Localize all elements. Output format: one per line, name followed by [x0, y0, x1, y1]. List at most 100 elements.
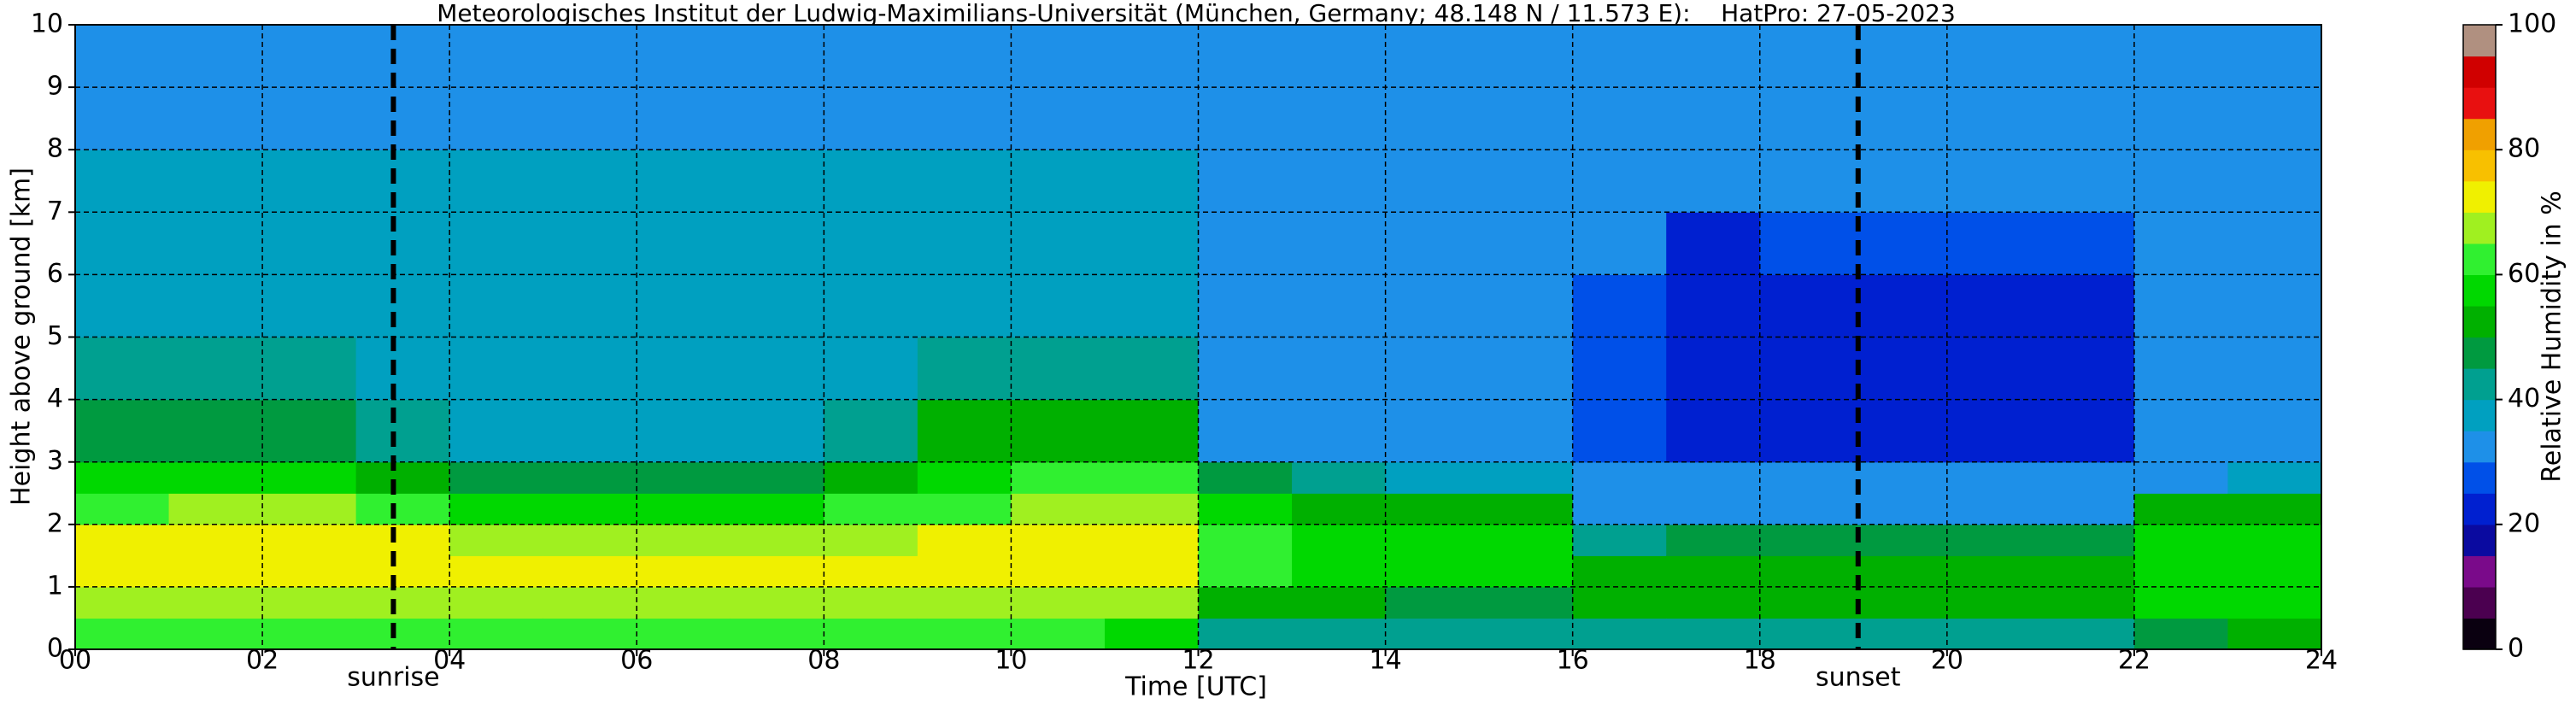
y-tick-label: 9	[47, 72, 63, 102]
heatmap-cell	[449, 555, 544, 588]
heatmap-cell	[75, 150, 170, 213]
heatmap-cell	[262, 461, 357, 494]
heatmap-cell	[637, 555, 731, 588]
heatmap-cell	[917, 461, 1012, 494]
heatmap-cell	[1853, 524, 1948, 556]
heatmap-cell	[1946, 618, 2041, 650]
heatmap-cell	[262, 274, 357, 338]
heatmap-cell	[2040, 399, 2135, 463]
heatmap-cell	[730, 87, 824, 150]
heatmap-cell	[2040, 87, 2135, 150]
heatmap-cell	[2133, 274, 2229, 338]
heatmap-cell	[917, 25, 1012, 88]
heatmap-cell	[2227, 87, 2322, 150]
heatmap-cell	[730, 461, 824, 494]
colorbar-swatch	[2463, 337, 2496, 369]
heatmap-cell	[730, 618, 824, 650]
heatmap-cell	[1198, 399, 1293, 463]
heatmap-cell	[1479, 25, 1574, 88]
heatmap-cell	[1759, 399, 1854, 463]
heatmap-cell	[543, 274, 637, 338]
heatmap-cell	[449, 524, 544, 556]
heatmap-cell	[1104, 493, 1200, 525]
x-tick-label: 02	[246, 646, 279, 676]
heatmap-cell	[543, 337, 637, 401]
x-tick-label: 20	[1931, 646, 1963, 676]
heatmap-cell	[1853, 212, 1948, 275]
heatmap-cell	[1479, 337, 1574, 401]
heatmap-cell	[1946, 212, 2041, 275]
heatmap-cell	[1572, 274, 1667, 338]
heatmap-cell	[168, 399, 263, 463]
heatmap-cell	[262, 87, 357, 150]
heatmap-cell	[824, 586, 918, 619]
heatmap-cell	[917, 150, 1012, 213]
colorbar-swatch	[2463, 555, 2496, 588]
colorbar-swatch	[2463, 305, 2496, 338]
heatmap-cell	[1572, 555, 1667, 588]
heatmap-cell	[2040, 274, 2135, 338]
heatmap-cell	[2133, 524, 2229, 556]
heatmap-cell	[2227, 337, 2322, 401]
heatmap-cell	[1385, 150, 1480, 213]
heatmap-cell	[75, 337, 170, 401]
heatmap-cell	[1666, 150, 1761, 213]
heatmap-cell	[2133, 461, 2229, 494]
heatmap-cell	[730, 25, 824, 88]
heatmap-cell	[2227, 25, 2322, 88]
heatmap-cell	[1292, 461, 1387, 494]
heatmap-cell	[917, 555, 1012, 588]
heatmap-cell	[917, 212, 1012, 275]
heatmap-cell	[1666, 618, 1761, 650]
heatmap-cell	[1385, 586, 1480, 619]
heatmap-cell	[168, 87, 263, 150]
colorbar-tick-label: 20	[2508, 508, 2540, 538]
heatmap-cell	[1853, 25, 1948, 88]
heatmap-cell	[1385, 555, 1480, 588]
colorbar-label: Relative Humidity in %	[2538, 191, 2567, 482]
heatmap-cell	[1385, 25, 1480, 88]
heatmap-cell	[2040, 461, 2135, 494]
heatmap-cell	[2040, 337, 2135, 401]
heatmap-cell	[2227, 461, 2322, 494]
heatmap-cell	[2133, 25, 2229, 88]
heatmap-cell	[824, 493, 918, 525]
heatmap-cell	[1385, 524, 1480, 556]
y-tick-label: 0	[47, 634, 63, 664]
heatmap-cell	[1292, 87, 1387, 150]
heatmap-cell	[1479, 586, 1574, 619]
heatmap-cell	[1385, 337, 1480, 401]
heatmap-cell	[168, 524, 263, 556]
heatmap-cell	[1853, 461, 1948, 494]
heatmap-cell	[917, 586, 1012, 619]
heatmap-cell	[1853, 337, 1948, 401]
heatmap-cell	[543, 150, 637, 213]
heatmap-cell	[1479, 493, 1574, 525]
heatmap-cell	[1759, 618, 1854, 650]
heatmap-cell	[1385, 399, 1480, 463]
heatmap-cell	[1572, 337, 1667, 401]
heatmap-cell	[2227, 399, 2322, 463]
colorbar-swatch	[2463, 618, 2496, 650]
heatmap-cell	[1759, 555, 1854, 588]
heatmap-cell	[262, 586, 357, 619]
heatmap-cell	[1759, 274, 1854, 338]
heatmap-cell	[1198, 493, 1293, 525]
heatmap-cell	[1946, 337, 2041, 401]
x-tick-label: 16	[1557, 646, 1589, 676]
heatmap-cell	[2133, 493, 2229, 525]
heatmap-cell	[824, 274, 918, 338]
heatmap-cell	[730, 524, 824, 556]
heatmap-cell	[1292, 212, 1387, 275]
heatmap-cell	[637, 586, 731, 619]
heatmap-cell	[730, 399, 824, 463]
heatmap-cell	[1946, 524, 2041, 556]
heatmap-cell	[543, 87, 637, 150]
heatmap-cell	[637, 337, 731, 401]
heatmap-cell	[355, 493, 450, 525]
y-tick-label: 10	[31, 9, 63, 39]
heatmap-cell	[1104, 461, 1200, 494]
heatmap-cell	[543, 618, 637, 650]
heatmap-cell	[1666, 25, 1761, 88]
